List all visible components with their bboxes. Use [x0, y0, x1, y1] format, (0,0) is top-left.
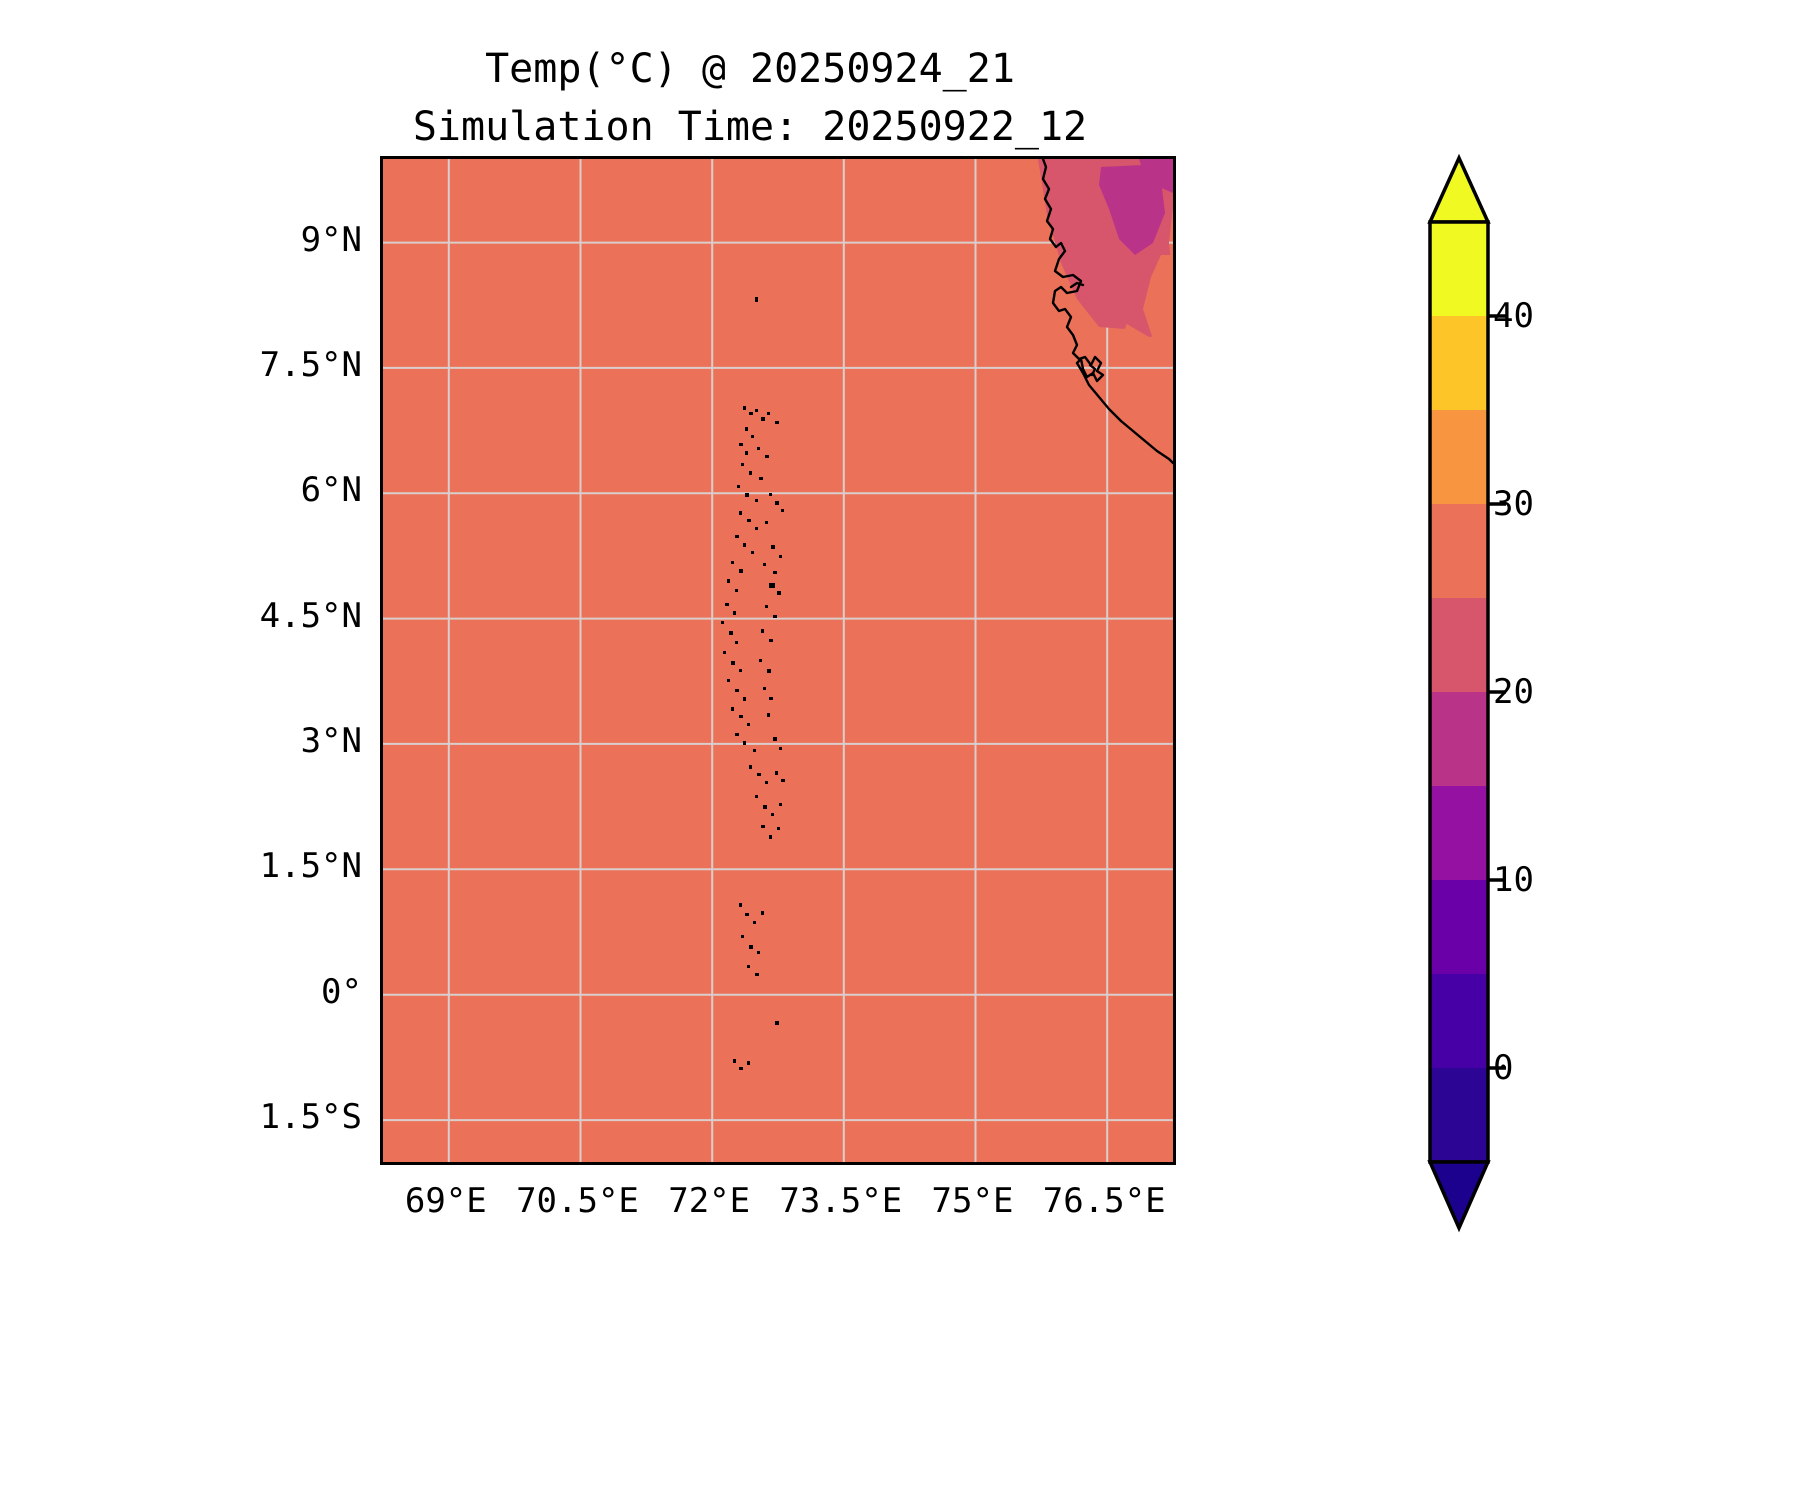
colorbar-bands [1430, 222, 1488, 1162]
x-tick-76-5e: 76.5°E [1042, 1181, 1166, 1221]
y-tick-9n: 9°N [300, 219, 362, 260]
map-plot-area [383, 159, 1173, 1162]
colorbar-tick-10: 10 [1493, 860, 1534, 900]
colorbar-tick-30: 30 [1493, 484, 1534, 524]
y-axis-tick-labels: 9°N 7.5°N 6°N 4.5°N 3°N 1.5°N 0° 1.5°S [140, 156, 362, 1159]
ocean-temperature-field [383, 159, 1173, 1162]
atoll-island-specks [721, 297, 785, 1070]
x-axis-tick-labels: 69°E 70.5°E 72°E 73.5°E 75°E 76.5°E [380, 1181, 1170, 1241]
x-tick-73-5e: 73.5°E [779, 1181, 903, 1221]
colorbar-tick-20: 20 [1493, 672, 1534, 712]
y-tick-7-5n: 7.5°N [259, 344, 362, 385]
y-tick-1-5s: 1.5°S [259, 1097, 362, 1138]
title-line-2: Simulation Time: 20250922_12 [412, 104, 1088, 150]
colorbar[interactable]: 40 30 20 10 0 [1418, 150, 1748, 1270]
x-tick-69e: 69°E [404, 1181, 487, 1221]
map-axes[interactable] [380, 156, 1176, 1165]
x-tick-72e: 72°E [668, 1181, 751, 1221]
colorbar-under-arrow [1427, 1160, 1491, 1233]
colorbar-swatches [1427, 153, 1506, 1233]
y-tick-0: 0° [321, 971, 362, 1012]
title-line-1: Temp(°C) @ 20250924_21 [485, 46, 1015, 92]
colorbar-over-arrow [1427, 153, 1491, 224]
y-tick-3n: 3°N [300, 720, 362, 761]
y-tick-4-5n: 4.5°N [259, 595, 362, 636]
colorbar-tick-0: 0 [1493, 1048, 1514, 1088]
india-land-temperature-patches [1038, 159, 1173, 339]
figure-title: Temp(°C) @ 20250924_21 Simulation Time: … [330, 40, 1170, 156]
x-tick-75e: 75°E [931, 1181, 1014, 1221]
y-tick-1-5n: 1.5°N [259, 846, 362, 887]
x-tick-70-5e: 70.5°E [516, 1181, 639, 1221]
y-tick-6n: 6°N [300, 470, 362, 511]
colorbar-tick-40: 40 [1493, 296, 1534, 336]
colorbar-tick-marks [1488, 314, 1506, 1070]
coastline-outlines [1041, 159, 1173, 465]
